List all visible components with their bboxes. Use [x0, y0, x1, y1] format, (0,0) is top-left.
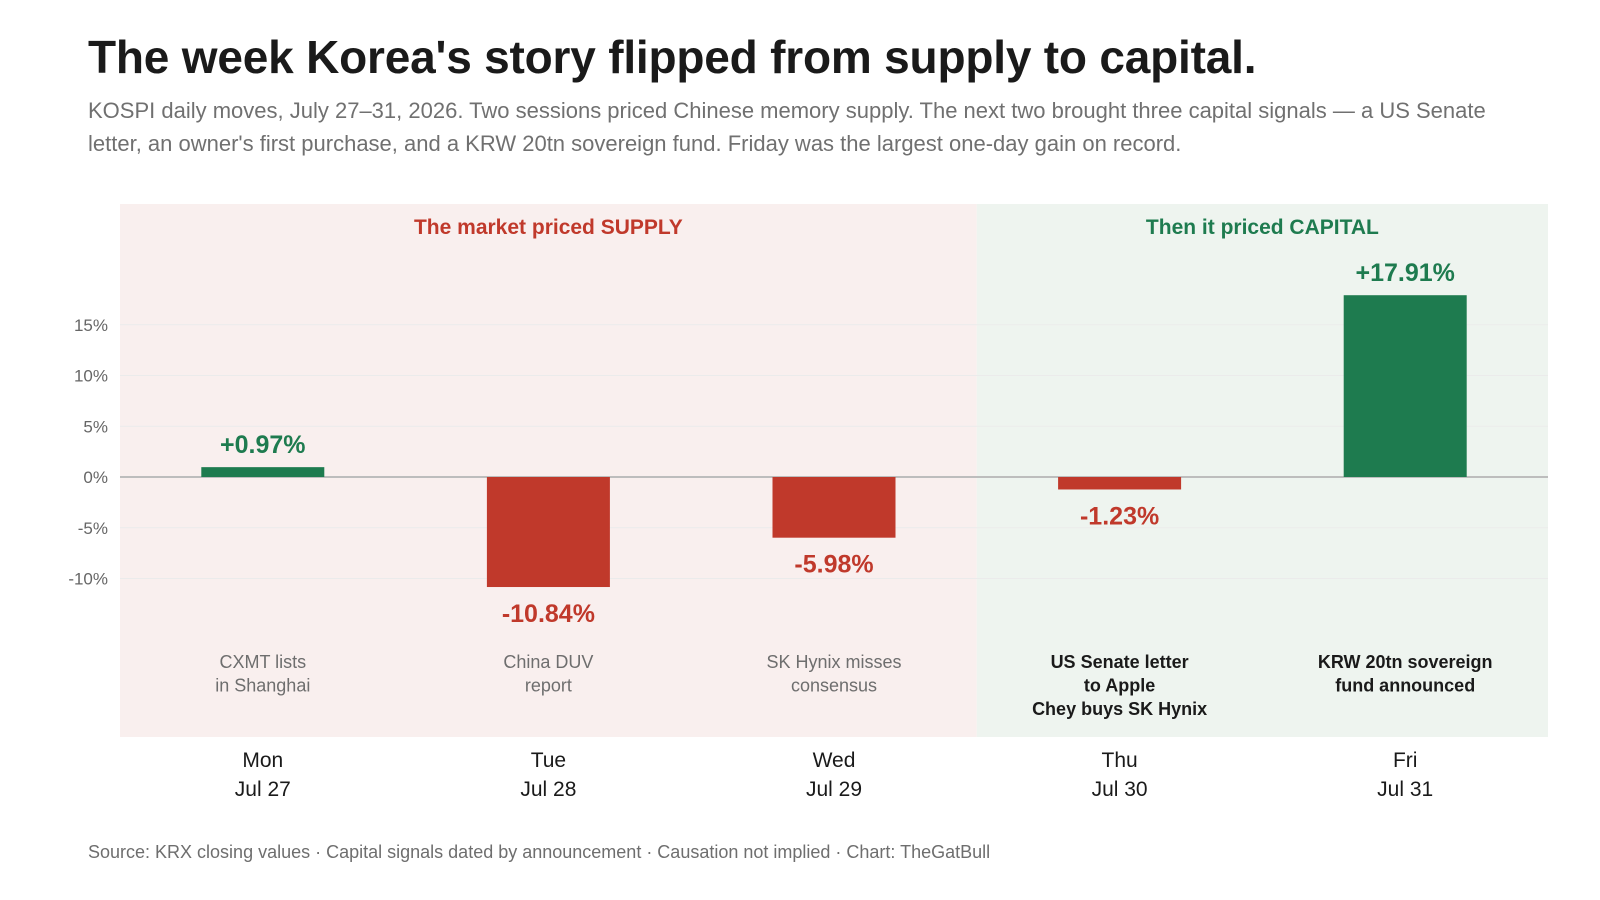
data-label: +0.97%	[220, 431, 306, 459]
region-capital-label: Then it priced CAPITAL	[1146, 216, 1379, 239]
y-tick-label: 5%	[83, 417, 108, 436]
event-annotation: to Apple	[1084, 676, 1155, 696]
chart-title: The week Korea's story flipped from supp…	[88, 31, 1257, 83]
data-label: -10.84%	[502, 600, 595, 628]
event-annotation: SK Hynix misses	[766, 652, 901, 672]
chart-subtitle: KOSPI daily moves, July 27–31, 2026. Two…	[88, 98, 1486, 156]
x-tick-day: Wed	[813, 749, 856, 772]
x-tick-day: Mon	[242, 749, 283, 772]
event-annotation: US Senate letter	[1051, 652, 1189, 672]
data-label: +17.91%	[1356, 259, 1455, 287]
y-tick-label: -10%	[68, 570, 108, 589]
y-tick-label: -5%	[78, 519, 108, 538]
y-tick-label: 15%	[74, 316, 108, 335]
bar	[1343, 295, 1467, 477]
x-tick-day: Fri	[1393, 749, 1418, 772]
event-annotation: in Shanghai	[215, 676, 310, 696]
data-label: -5.98%	[794, 551, 873, 579]
event-annotation: Chey buys SK Hynix	[1032, 699, 1207, 719]
x-tick-date: Jul 31	[1377, 778, 1433, 801]
x-tick-day: Tue	[531, 749, 566, 772]
x-tick-date: Jul 28	[520, 778, 576, 801]
event-annotation: CXMT lists	[219, 652, 306, 672]
x-tick-day: Thu	[1102, 749, 1138, 772]
y-tick-label: 0%	[83, 468, 108, 487]
bar	[486, 477, 610, 588]
event-annotation: China DUV	[503, 652, 593, 672]
y-tick-label: 10%	[74, 367, 108, 386]
event-annotation: fund announced	[1335, 676, 1475, 696]
source-note: Source: KRX closing values · Capital sig…	[88, 842, 991, 862]
x-tick-date: Jul 30	[1092, 778, 1148, 801]
event-annotation: consensus	[791, 676, 877, 696]
region-supply-label: The market priced SUPPLY	[414, 216, 683, 239]
event-annotation: KRW 20tn sovereign	[1318, 652, 1493, 672]
bar	[201, 467, 325, 477]
data-label: -1.23%	[1080, 502, 1159, 530]
bar	[772, 477, 896, 538]
x-tick-date: Jul 29	[806, 778, 862, 801]
bar	[1058, 477, 1182, 490]
event-annotation: report	[525, 676, 572, 696]
x-tick-date: Jul 27	[235, 778, 291, 801]
